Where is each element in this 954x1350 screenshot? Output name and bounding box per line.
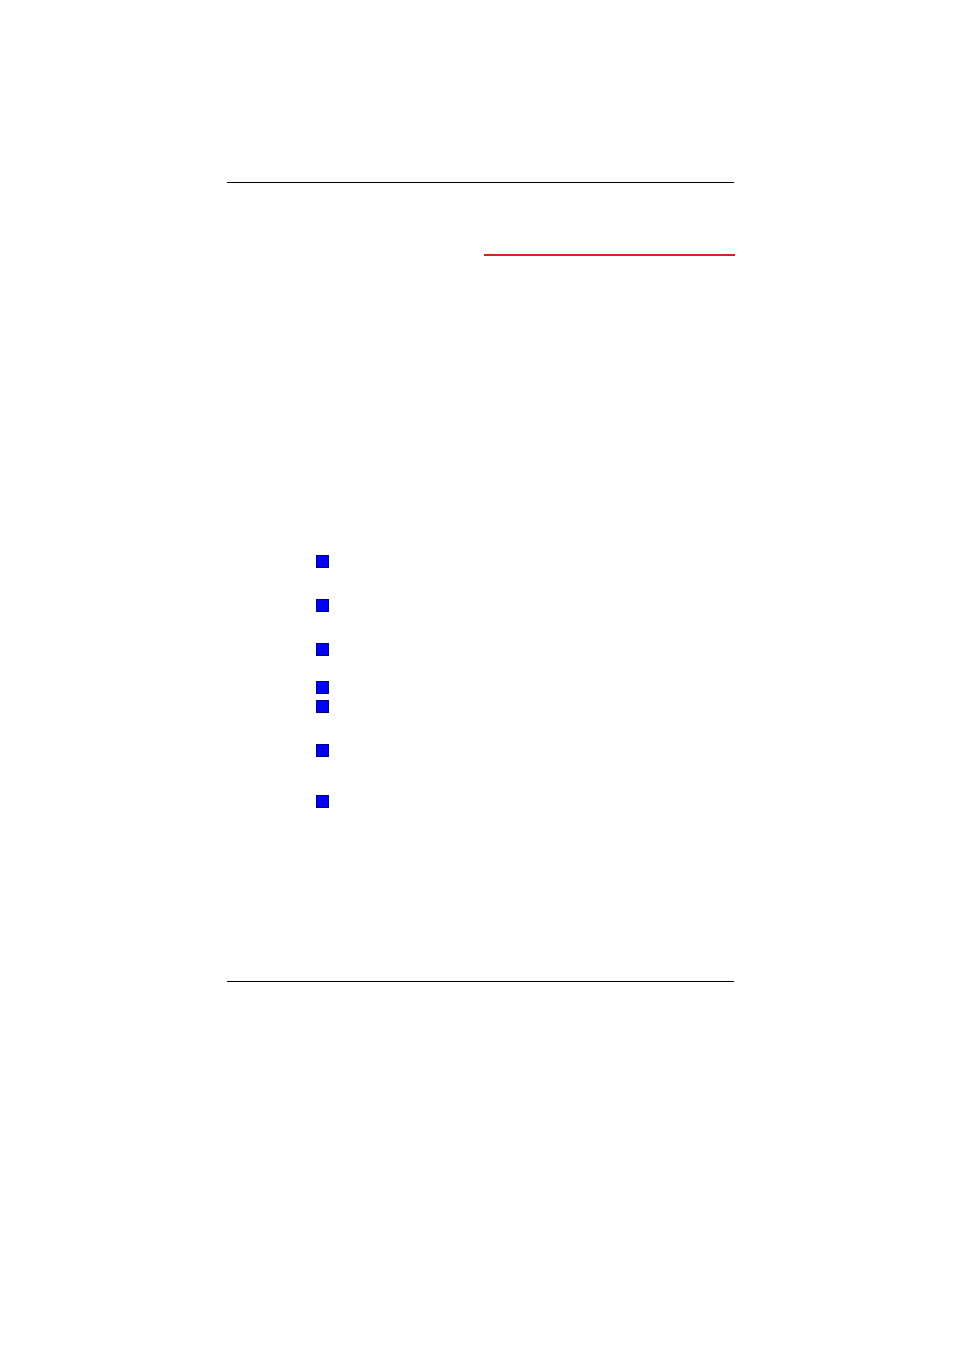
list-item bbox=[316, 793, 734, 808]
bullet-list bbox=[316, 553, 734, 808]
list-item-text bbox=[344, 742, 734, 757]
square-bullet-icon bbox=[316, 700, 329, 713]
page bbox=[0, 0, 954, 1350]
list-item bbox=[316, 553, 734, 568]
divider-top bbox=[227, 182, 734, 183]
square-bullet-icon bbox=[316, 744, 329, 757]
list-item-text bbox=[344, 553, 734, 568]
square-bullet-icon bbox=[316, 795, 329, 808]
list-item-text bbox=[344, 698, 734, 713]
list-item bbox=[316, 698, 734, 713]
divider-bottom bbox=[227, 981, 734, 982]
square-bullet-icon bbox=[316, 599, 329, 612]
square-bullet-icon bbox=[316, 555, 329, 568]
list-item bbox=[316, 679, 734, 694]
square-bullet-icon bbox=[316, 643, 329, 656]
list-item bbox=[316, 597, 734, 612]
heading-underline bbox=[484, 254, 735, 256]
square-bullet-icon bbox=[316, 681, 329, 694]
list-item-text bbox=[344, 793, 734, 808]
list-item-text bbox=[344, 597, 734, 612]
list-item-text bbox=[344, 679, 734, 694]
list-item-text bbox=[344, 641, 734, 656]
list-item bbox=[316, 742, 734, 757]
list-item bbox=[316, 641, 734, 656]
